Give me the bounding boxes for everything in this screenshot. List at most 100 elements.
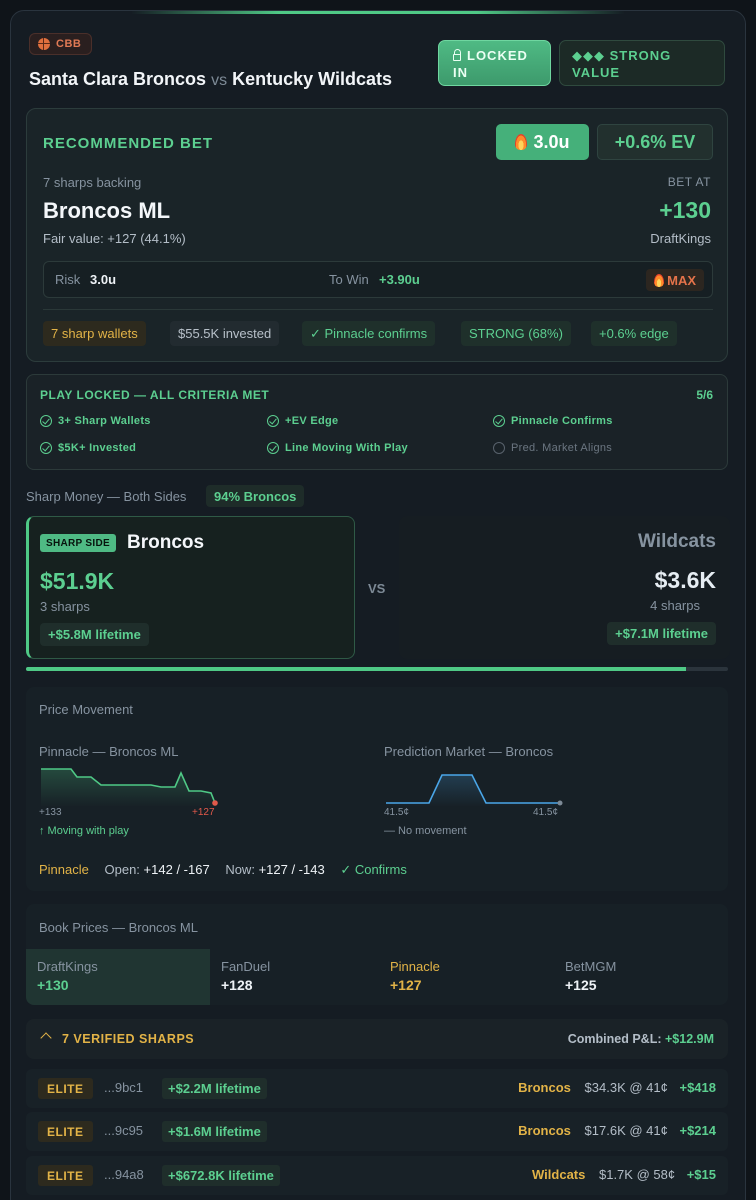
pred-start-label: 41.5¢ <box>384 807 410 818</box>
sharp-row[interactable]: ELITE ...9bc1 +$2.2M lifetime Broncos $3… <box>26 1069 728 1108</box>
value-line1: ◆◆◆ STRONG <box>572 48 672 63</box>
tier-badge: ELITE <box>38 1165 93 1186</box>
ev-badge: +0.6% EV <box>597 124 713 160</box>
criterion-label: $5K+ Invested <box>58 442 137 454</box>
money-split-bar <box>26 667 728 671</box>
pinnacle-start-label: +133 <box>39 807 62 818</box>
wallet-id: ...9bc1 <box>104 1080 144 1095</box>
check-circle-icon <box>267 415 279 427</box>
wallet-lifetime: +$1.6M lifetime <box>162 1121 267 1142</box>
chevron-up-icon <box>40 1032 52 1044</box>
top-glow <box>131 11 625 14</box>
sharp-side-badge: SHARP SIDE <box>40 534 116 552</box>
open-label: Open: <box>104 862 140 877</box>
now-value: +127 / -143 <box>258 862 325 877</box>
criterion: Pred. Market Aligns <box>493 442 612 454</box>
empty-circle-icon <box>493 442 505 454</box>
pred-end-dot <box>557 800 563 806</box>
book-cell-betmgm[interactable]: BetMGM +125 <box>554 949 728 1005</box>
side-lifetime: +$7.1M lifetime <box>607 622 716 645</box>
verified-title: 7 VERIFIED SHARPS <box>62 1032 195 1046</box>
book-odds: +128 <box>221 977 253 993</box>
recommended-title: RECOMMENDED BET <box>43 135 214 152</box>
team-a-name: Santa Clara Broncos <box>29 69 207 89</box>
position-team: Broncos <box>518 1123 571 1138</box>
pred-end-label: 41.5¢ <box>533 807 559 818</box>
check-circle-icon <box>40 442 52 454</box>
strong-value-badge[interactable]: ◆◆◆ STRONG VALUE <box>559 40 725 86</box>
bet-book: DraftKings <box>650 231 711 246</box>
wallet-lifetime: +$2.2M lifetime <box>162 1078 267 1099</box>
book-name: DraftKings <box>37 959 98 974</box>
value-line2: VALUE <box>572 65 621 80</box>
pinnacle-end-label: +127 <box>192 807 215 818</box>
check-circle-icon <box>267 442 279 454</box>
wallet-lifetime: +$672.8K lifetime <box>162 1165 280 1186</box>
criterion: Line Moving With Play <box>267 442 408 454</box>
sharp-side-card[interactable]: SHARP SIDE Broncos $51.9K 3 sharps +$5.8… <box>26 516 355 659</box>
position-info: Broncos $17.6K @ 41¢ +$214 <box>518 1123 716 1138</box>
book-prices-panel: Book Prices — Broncos ML DraftKings +130… <box>26 904 728 1005</box>
book-name: Pinnacle <box>390 959 440 974</box>
vs-label: vs <box>211 72 228 89</box>
lock-icon <box>453 49 461 61</box>
wallet-id: ...94a8 <box>104 1167 144 1182</box>
sharp-row[interactable]: ELITE ...94a8 +$672.8K lifetime Wildcats… <box>26 1156 728 1195</box>
flame-icon <box>654 273 665 287</box>
book-odds: +130 <box>37 977 69 993</box>
wallet-id: ...9c95 <box>104 1123 144 1138</box>
locked-in-button[interactable]: LOCKED IN <box>438 40 551 86</box>
other-side-card[interactable]: Wildcats $3.6K 4 sharps +$7.1M lifetime <box>399 516 730 659</box>
criterion-label: Pinnacle Confirms <box>511 415 613 427</box>
side-lifetime: +$5.8M lifetime <box>40 623 149 646</box>
pinnacle-note: ↑ Moving with play <box>39 825 129 837</box>
criterion-label: +EV Edge <box>285 415 339 427</box>
flame-icon <box>515 134 528 150</box>
basketball-icon <box>38 38 50 50</box>
verified-sharps-toggle[interactable]: 7 VERIFIED SHARPS Combined P&L: +$12.9M <box>26 1019 728 1059</box>
units-value: 3.0u <box>533 131 570 152</box>
combined-label: Combined P&L: <box>567 1032 662 1046</box>
price-movement-panel: Price Movement Pinnacle — Broncos ML +13… <box>26 687 728 891</box>
position-team: Wildcats <box>532 1167 586 1182</box>
position-pnl: +$418 <box>679 1080 716 1095</box>
book-name: BetMGM <box>565 959 617 974</box>
bet-at-label: BET AT <box>667 175 711 189</box>
max-badge: MAX <box>646 269 704 291</box>
matchup-title: Santa Clara Broncos vs Kentucky Wildcats <box>29 69 392 90</box>
tag-pinnacle: ✓ Pinnacle confirms <box>302 321 436 346</box>
side-team: Wildcats <box>638 531 716 552</box>
sharp-pct-badge: 94% Broncos <box>206 485 305 507</box>
position-pnl: +$214 <box>679 1123 716 1138</box>
league-label: CBB <box>56 38 82 50</box>
tier-badge: ELITE <box>38 1078 93 1099</box>
pinnacle-line <box>41 768 216 804</box>
bet-name: Broncos ML <box>43 198 171 223</box>
check-circle-icon <box>40 415 52 427</box>
tier-badge: ELITE <box>38 1121 93 1142</box>
towin-value: +3.90u <box>379 272 420 287</box>
tag-strong: STRONG (68%) <box>461 321 571 346</box>
pred-note: — No movement <box>384 825 467 837</box>
vs-divider: VS <box>368 581 386 596</box>
tag-edge: +0.6% edge <box>591 321 677 346</box>
team-b-name: Kentucky Wildcats <box>232 69 392 89</box>
book-cell-pinnacle[interactable]: Pinnacle +127 <box>379 949 563 1005</box>
side-amount: $3.6K <box>654 567 716 593</box>
sharps-backing: 7 sharps backing <box>43 175 142 190</box>
position-info: Wildcats $1.7K @ 58¢ +$15 <box>532 1167 716 1182</box>
tag-invested: $55.5K invested <box>170 321 280 346</box>
pred-line <box>386 774 560 804</box>
now-label: Now: <box>225 862 255 877</box>
book-cell-fanduel[interactable]: FanDuel +128 <box>210 949 394 1005</box>
sharp-row[interactable]: ELITE ...9c95 +$1.6M lifetime Broncos $1… <box>26 1112 728 1151</box>
confirms-label: ✓ Confirms <box>340 862 407 877</box>
criterion: 3+ Sharp Wallets <box>40 415 151 427</box>
pinnacle-end-dot <box>212 800 218 806</box>
position-info: Broncos $34.3K @ 41¢ +$418 <box>518 1080 716 1095</box>
book-cell-draftkings[interactable]: DraftKings +130 <box>26 949 210 1005</box>
criteria-panel: PLAY LOCKED — ALL CRITERIA MET 5/6 3+ Sh… <box>26 374 728 470</box>
pinnacle-name: Pinnacle <box>39 862 89 877</box>
book-name: FanDuel <box>221 959 271 974</box>
criterion: Pinnacle Confirms <box>493 415 613 427</box>
